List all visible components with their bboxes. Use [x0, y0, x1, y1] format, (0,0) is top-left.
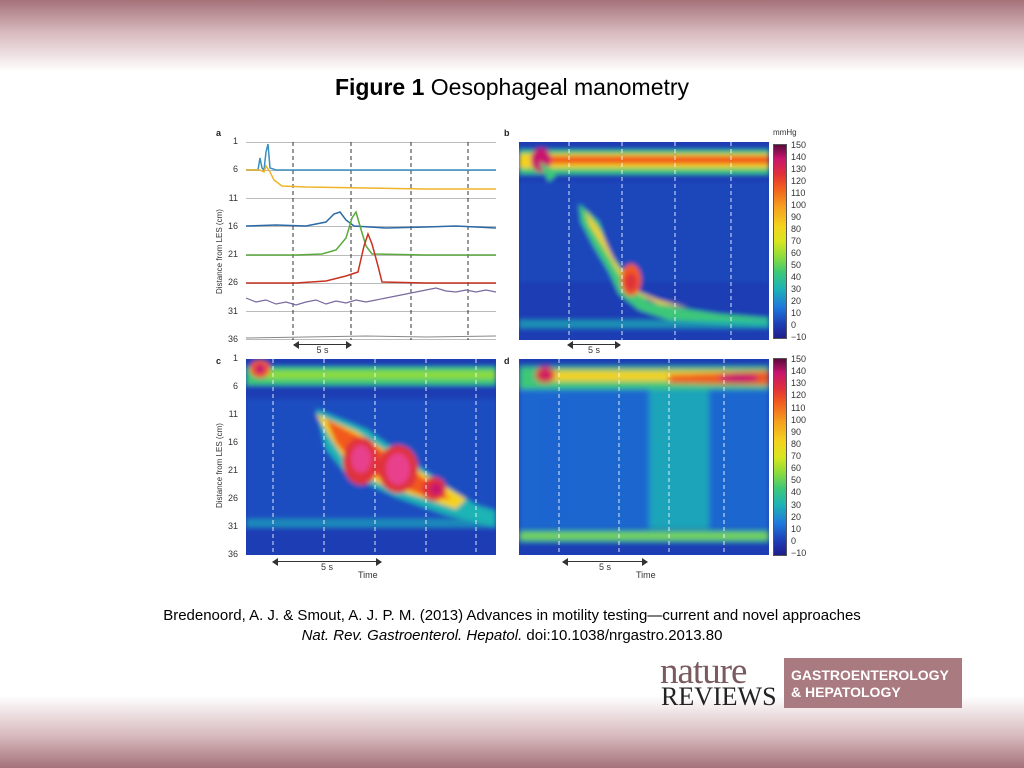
panel-a: a Distance from LES (cm) 1 6 11 16 21 26 31 36 [212, 126, 502, 356]
colorbar-tick-label: 50 [791, 475, 802, 486]
citation-doi: doi:10.1038/nrgastro.2013.80 [526, 627, 723, 644]
y-tick-label: 36 [227, 334, 238, 344]
logo-nature-text: nature [660, 651, 747, 692]
colorbar-tick-label: 70 [791, 236, 802, 246]
logo-reviews-text: REVIEWS [661, 682, 777, 711]
panel-b: b [500, 126, 820, 356]
colorbar-tick-label: 100 [791, 414, 807, 425]
colorbar-top [773, 144, 787, 339]
colorbar-tick-label: 20 [791, 296, 802, 306]
colorbar-tick-label: −10 [791, 548, 807, 558]
panel-d-heatmap [519, 359, 769, 555]
panel-b-scale-bar: 5 s [567, 340, 621, 355]
panel-c-scale-bar-label: 5 s [320, 562, 333, 572]
colorbar-tick-label: 20 [791, 511, 802, 522]
colorbar-tick-label: 140 [791, 366, 807, 377]
colorbar-tick-label: 110 [791, 402, 806, 413]
colorbar-tick-label: 100 [791, 200, 807, 210]
colorbar-tick-label: 10 [791, 308, 802, 318]
citation-authors: Bredenoord, A. J. & Smout, A. J. P. M. (… [163, 607, 861, 624]
panel-a-traces [246, 142, 496, 340]
colorbar-bottom [773, 358, 787, 556]
colorbar-tick-label: 130 [791, 378, 807, 389]
colorbar-tick-label: 10 [791, 523, 802, 534]
colorbar-tick-label: 110 [791, 188, 806, 198]
panel-c-heatmap [246, 359, 496, 555]
colorbar-tick-label: 80 [791, 224, 802, 234]
panel-d-label: d [504, 356, 510, 366]
y-tick-label: 21 [227, 249, 238, 260]
panel-a-scale-bar-label: 5 s [316, 345, 329, 355]
panel-c-scale-bar: 5 s [272, 557, 382, 572]
panel-c-label: c [216, 356, 222, 366]
logo-journal-line2: & HEPATOLOGY [791, 684, 901, 700]
panel-b-heatmap [519, 142, 769, 340]
y-tick-label: 31 [227, 305, 238, 316]
y-tick-label: 26 [227, 493, 238, 503]
y-tick-label: 11 [228, 192, 238, 203]
colorbar-tick-label: 40 [791, 272, 802, 282]
panel-c-heatmap-svg [246, 359, 496, 555]
y-tick-label: 1 [232, 136, 238, 146]
colorbar-tick-label: 60 [791, 248, 802, 258]
colorbar-tick-label: 60 [791, 463, 802, 474]
figure-title-text: Oesophageal manometry [430, 74, 690, 100]
y-tick-label: 36 [227, 549, 238, 559]
colorbar-tick-label: 80 [791, 438, 802, 449]
panel-d-x-axis-label: Time [636, 570, 656, 580]
panel-a-label: a [216, 128, 222, 138]
citation-journal: Nat. Rev. Gastroenterol. Hepatol. [301, 627, 523, 644]
y-tick-label: 11 [228, 409, 238, 419]
panel-b-scale-bar-label: 5 s [587, 345, 600, 355]
panel-c-x-axis-label: Time [358, 570, 378, 580]
colorbar-tick-label: 90 [791, 426, 802, 437]
panel-d: d [500, 352, 820, 584]
colorbar-tick-label: 120 [791, 176, 807, 186]
colorbar-tick-label: 150 [791, 354, 807, 364]
colorbar-tick-label: 140 [791, 152, 807, 162]
panel-d-heatmap-svg [519, 359, 769, 555]
colorbar-tick-label: 30 [791, 284, 802, 294]
colorbar-tick-label: 130 [791, 164, 807, 174]
colorbar-tick-label: 50 [791, 260, 802, 270]
panel-a-plot [246, 142, 496, 340]
panel-b-label: b [504, 128, 510, 138]
colorbar-tick-label: 120 [791, 390, 807, 401]
y-tick-label: 16 [227, 220, 238, 231]
colorbar-unit-top: mmHg [773, 128, 797, 137]
panel-d-scale-bar: 5 s [562, 557, 648, 572]
panel-b-heatmap-svg [519, 142, 769, 340]
colorbar-tick-label: 70 [791, 451, 802, 461]
colorbar-tick-label: −10 [791, 332, 807, 342]
y-tick-label: 16 [227, 437, 238, 447]
colorbar-tick-label: 40 [791, 487, 802, 498]
colorbar-tick-label: 90 [791, 212, 802, 222]
y-tick-label: 1 [232, 353, 238, 363]
citation: Bredenoord, A. J. & Smout, A. J. P. M. (… [0, 606, 1024, 646]
colorbar-tick-label: 30 [791, 499, 802, 510]
y-tick-label: 6 [232, 164, 238, 175]
figure-number: Figure 1 [334, 74, 425, 100]
panel-d-scale-bar-label: 5 s [598, 562, 611, 572]
panel-a-scale-bar: 5 s [293, 340, 352, 355]
colorbar-tick-label: 0 [791, 320, 797, 330]
panel-c: c Distance from LES (cm) 1 6 11 16 21 26 31 36 [212, 352, 502, 584]
y-tick-label: 26 [227, 277, 238, 288]
figure-title: Figure 1 Oesophageal manometry [0, 74, 1024, 101]
logo-journal-line1: GASTROENTEROLOGY [791, 667, 949, 683]
y-tick-label: 6 [232, 381, 238, 391]
y-tick-label: 31 [227, 521, 238, 531]
logo-journal-box: GASTROENTEROLOGY & HEPATOLOGY [784, 658, 962, 708]
colorbar-tick-label: 0 [791, 535, 797, 546]
y-tick-label: 21 [227, 465, 238, 475]
colorbar-tick-label: 150 [791, 140, 807, 150]
citation-source: Nat. Rev. Gastroenterol. Hepatol. doi:10… [0, 626, 1024, 646]
